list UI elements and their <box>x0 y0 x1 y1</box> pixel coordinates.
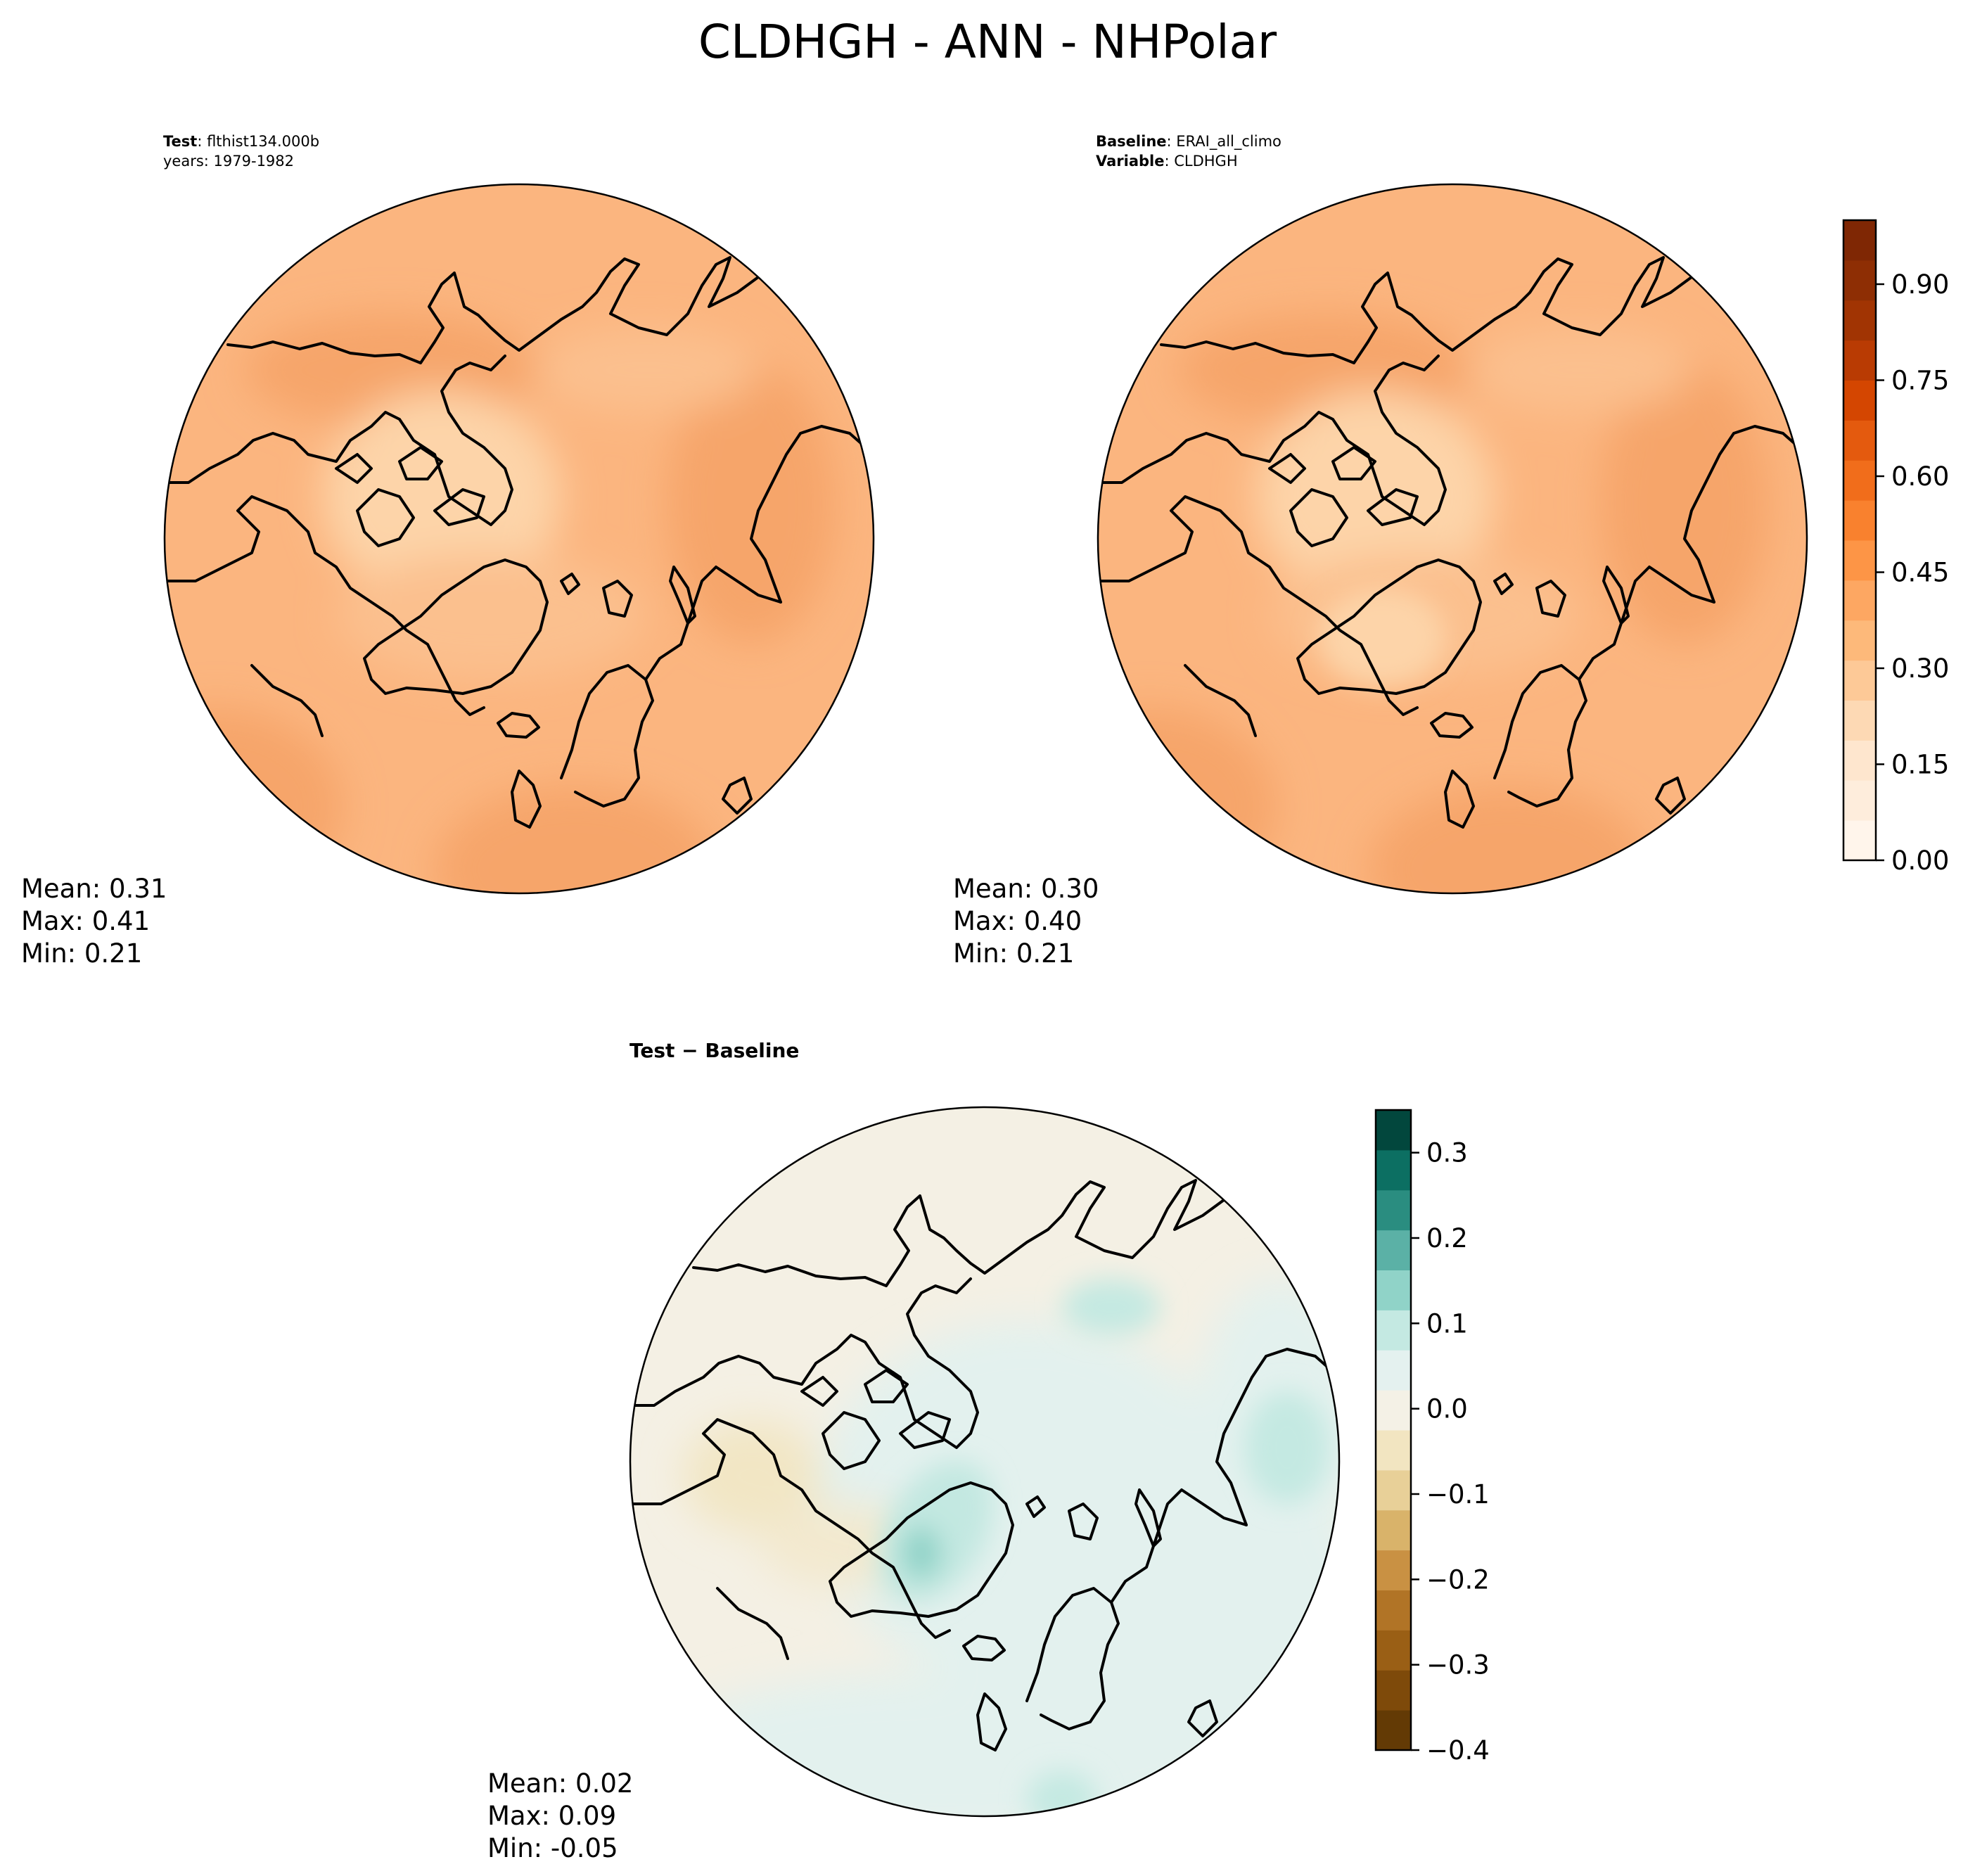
colorbar-segment <box>1376 1630 1411 1671</box>
colorbar-segment <box>1376 1510 1411 1551</box>
colorbar-segment <box>1843 260 1876 301</box>
colorbar-tick-label: 0.2 <box>1426 1223 1468 1253</box>
diff-title: Test − Baseline <box>629 1039 799 1062</box>
colorbar-segment <box>1376 1350 1411 1391</box>
colorbar-tick-label: 0.30 <box>1891 653 1949 684</box>
baseline-min: Min: 0.21 <box>953 938 1074 969</box>
colorbar-tick-label: 0.3 <box>1426 1138 1468 1168</box>
colorbar-tick-label: −0.3 <box>1426 1650 1490 1680</box>
figure-title: CLDHGH - ANN - NHPolar <box>698 15 1277 69</box>
svg-text:Baseline: ERAI_all_climo: Baseline: ERAI_all_climo <box>1096 133 1281 151</box>
colorbar-segment <box>1376 1590 1411 1631</box>
colorbar-tick-label: 0.45 <box>1891 558 1949 588</box>
baseline-label-text: : ERAI_all_climo <box>1167 133 1281 151</box>
test-mean: Mean: 0.31 <box>21 874 167 904</box>
diff-min: Min: -0.05 <box>487 1833 618 1863</box>
colorbar-segment <box>1376 1149 1411 1191</box>
colorbar-segment <box>1843 460 1876 501</box>
colorbar-segment <box>1376 1270 1411 1310</box>
variable-label-bold: Variable <box>1096 153 1164 170</box>
colorbar-segment <box>1843 780 1876 821</box>
svg-text:Test: flthist134.000b: Test: flthist134.000b <box>163 133 319 150</box>
diff-colorbar: 0.3 0.2 0.1 0.0 −0.1 −0.2 −0.3 −0.4 <box>1374 1109 1490 1766</box>
colorbar-segment <box>1376 1710 1411 1751</box>
colorbar-segment <box>1376 1670 1411 1711</box>
colorbar-frame <box>1374 1109 1412 1751</box>
baseline-label-bold: Baseline <box>1096 133 1167 150</box>
colorbar-segment <box>1376 1430 1411 1471</box>
colorbar-segment <box>1843 660 1876 701</box>
baseline-max: Max: 0.40 <box>953 906 1082 936</box>
colorbar-segment <box>1843 740 1876 781</box>
colorbar-segment <box>1376 1230 1411 1270</box>
colorbar-tick-label: 0.75 <box>1891 366 1949 396</box>
diff-mean: Mean: 0.02 <box>487 1768 633 1799</box>
diff-map <box>630 1107 1339 1816</box>
colorbar-segment <box>1843 540 1876 581</box>
colorbar-tick-label: 0.60 <box>1891 461 1949 492</box>
colorbar-tick-label: 0.90 <box>1891 269 1949 300</box>
colorbar-segment <box>1376 1310 1411 1351</box>
baseline-map <box>1098 184 1807 893</box>
test-map <box>165 184 874 893</box>
test-years: years: 1979-1982 <box>163 153 294 170</box>
colorbar-frame <box>1842 219 1877 862</box>
colorbar-segment <box>1376 1469 1411 1511</box>
colorbar-segment <box>1843 580 1876 621</box>
svg-text:Variable: CLDHGH: Variable: CLDHGH <box>1096 153 1238 170</box>
colorbar-segment <box>1376 1189 1411 1231</box>
colorbar-segment <box>1843 500 1876 541</box>
colorbar-segment <box>1843 340 1876 381</box>
colorbar-tick-label: 0.00 <box>1891 846 1949 876</box>
colorbar-tick-label: 0.1 <box>1426 1308 1468 1339</box>
colorbar-tick-label: −0.2 <box>1426 1564 1490 1595</box>
colorbar-segment <box>1843 620 1876 661</box>
colorbar-tick-label: 0.0 <box>1426 1394 1468 1424</box>
colorbar-segment <box>1376 1550 1411 1590</box>
colorbar-segment <box>1843 220 1876 261</box>
colorbar-tick-label: −0.1 <box>1426 1479 1490 1510</box>
diff-max: Max: 0.09 <box>487 1801 616 1831</box>
colorbar-segment <box>1843 380 1876 421</box>
colorbar-segment <box>1376 1390 1411 1431</box>
diff-panel: Test − Baseline Mean: 0.02 Max: <box>487 1039 1341 1863</box>
colorbar-tick-label: −0.4 <box>1426 1735 1490 1766</box>
colorbar-segment <box>1843 300 1876 341</box>
test-panel: Test: flthist134.000b years: 1979-1982 M… <box>21 133 875 969</box>
colorbar-segment <box>1376 1110 1411 1151</box>
test-max: Max: 0.41 <box>21 906 150 936</box>
colorbar-tick-label: 0.15 <box>1891 750 1949 780</box>
main-colorbar: 0.00 0.15 0.30 0.45 0.60 0.75 0.90 <box>1842 219 1949 876</box>
test-min: Min: 0.21 <box>21 938 142 969</box>
colorbar-segment <box>1843 420 1876 461</box>
test-label-text: : flthist134.000b <box>197 133 319 150</box>
colorbar-segment <box>1843 820 1876 861</box>
baseline-mean: Mean: 0.30 <box>953 874 1099 904</box>
baseline-panel: Baseline: ERAI_all_climo Variable: CLDHG… <box>953 133 1808 969</box>
colorbar-segment <box>1843 700 1876 741</box>
test-label-bold: Test <box>163 133 197 150</box>
variable-label-text: : CLDHGH <box>1164 153 1237 170</box>
